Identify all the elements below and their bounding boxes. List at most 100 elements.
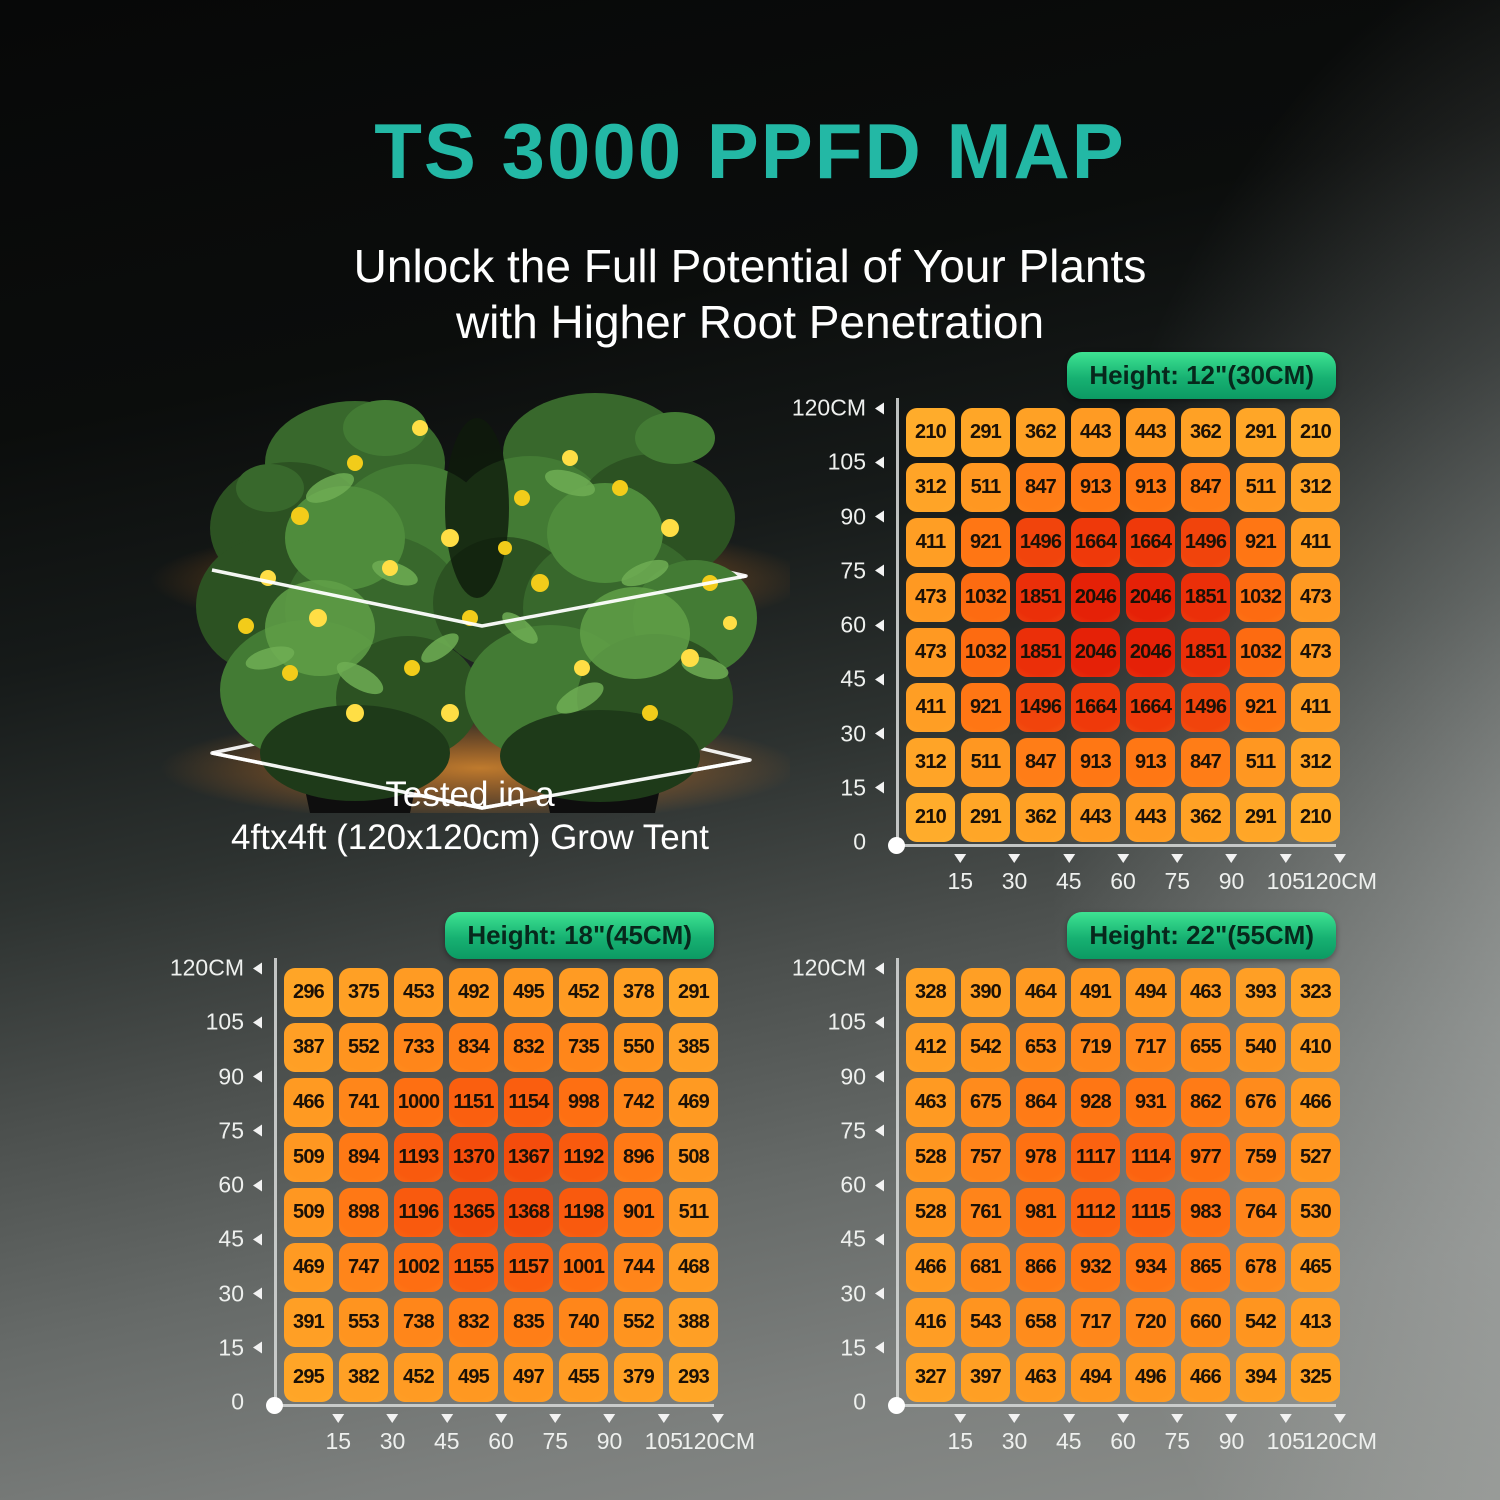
tick-down-icon bbox=[954, 854, 967, 863]
height-badge: Height: 22"(55CM) bbox=[1067, 912, 1336, 959]
ppfd-cell: 397 bbox=[961, 1353, 1010, 1402]
ppfd-cell: 509 bbox=[284, 1188, 333, 1237]
ppfd-cell: 894 bbox=[339, 1133, 388, 1182]
ppfd-cell: 931 bbox=[1126, 1078, 1175, 1127]
y-axis: 120CM 105 90 75 60 45 30 15 0 bbox=[170, 955, 262, 1415]
ppfd-cell: 655 bbox=[1181, 1023, 1230, 1072]
tick-down-icon bbox=[1334, 854, 1346, 863]
y-axis-label: 75 bbox=[840, 1117, 884, 1144]
y-axis-label: 90 bbox=[218, 1063, 262, 1090]
y-axis-label-text: 120CM bbox=[791, 394, 866, 421]
ppfd-cell: 847 bbox=[1181, 738, 1230, 787]
x-axis-label-text: 15 bbox=[947, 868, 974, 894]
ppfd-cell: 2046 bbox=[1071, 628, 1120, 677]
ppfd-cell: 466 bbox=[1291, 1078, 1340, 1127]
ppfd-grid: 328 390 464 491 494 463 393 323 412 542 653 719 717 6… bbox=[906, 968, 1340, 1402]
ppfd-cell: 452 bbox=[394, 1353, 443, 1402]
y-axis-label-text: 90 bbox=[218, 1063, 244, 1089]
x-axis-label: 120CM bbox=[1303, 854, 1377, 895]
y-axis: 120CM 105 90 75 60 45 30 15 0 bbox=[792, 395, 884, 855]
tick-down-icon bbox=[1279, 854, 1292, 863]
ppfd-cell: 921 bbox=[961, 518, 1010, 567]
ppfd-cell: 998 bbox=[559, 1078, 608, 1127]
ppfd-cell: 542 bbox=[961, 1023, 1010, 1072]
ppfd-cell: 508 bbox=[669, 1133, 718, 1182]
ppfd-cell: 864 bbox=[1016, 1078, 1065, 1127]
ppfd-cell: 328 bbox=[906, 968, 955, 1017]
ppfd-cell: 738 bbox=[394, 1298, 443, 1347]
ppfd-cell: 494 bbox=[1071, 1353, 1120, 1402]
ppfd-cell: 1196 bbox=[394, 1188, 443, 1237]
y-axis-label: 60 bbox=[218, 1172, 262, 1199]
ppfd-cell: 473 bbox=[1291, 573, 1340, 622]
tick-left-icon bbox=[875, 727, 884, 740]
ppfd-cell: 210 bbox=[906, 408, 955, 457]
x-axis-label-text: 30 bbox=[379, 1428, 406, 1454]
page-title: TS 3000 PPFD MAP bbox=[374, 107, 1126, 195]
ppfd-cell: 469 bbox=[284, 1243, 333, 1292]
x-axis-label: 15 bbox=[947, 1414, 973, 1455]
ppfd-cell: 747 bbox=[339, 1243, 388, 1292]
y-axis-label-text: 0 bbox=[231, 1388, 244, 1415]
ppfd-cell: 757 bbox=[961, 1133, 1010, 1182]
ppfd-cell: 653 bbox=[1016, 1023, 1065, 1072]
ppfd-cell: 362 bbox=[1016, 408, 1065, 457]
y-axis-label: 105 bbox=[828, 449, 884, 476]
ppfd-cell: 928 bbox=[1071, 1078, 1120, 1127]
ppfd-cell: 463 bbox=[1016, 1353, 1065, 1402]
y-axis-label-text: 15 bbox=[840, 1334, 866, 1361]
x-axis-label-text: 105 bbox=[1266, 1428, 1305, 1454]
ppfd-cell: 761 bbox=[961, 1188, 1010, 1237]
ppfd-cell: 2046 bbox=[1071, 573, 1120, 622]
ppfd-cell: 1115 bbox=[1126, 1188, 1175, 1237]
ppfd-cell: 394 bbox=[1236, 1353, 1285, 1402]
ppfd-cell: 675 bbox=[961, 1078, 1010, 1127]
ppfd-cell: 411 bbox=[1291, 683, 1340, 732]
ppfd-cell: 492 bbox=[449, 968, 498, 1017]
ppfd-cell: 913 bbox=[1071, 738, 1120, 787]
y-axis-label: 15 bbox=[840, 1334, 884, 1361]
ppfd-cell: 1192 bbox=[559, 1133, 608, 1182]
ppfd-cell: 443 bbox=[1126, 408, 1175, 457]
ppfd-cell: 866 bbox=[1016, 1243, 1065, 1292]
wireframe-plane-upper-front bbox=[211, 568, 747, 628]
y-axis-label-text: 0 bbox=[853, 1388, 866, 1415]
ppfd-cell: 720 bbox=[1126, 1298, 1175, 1347]
y-axis-label-text: 15 bbox=[218, 1334, 244, 1361]
y-axis-label-text: 60 bbox=[840, 1171, 866, 1198]
ppfd-grid: 210 291 362 443 443 362 291 210 312 511 847 913 913 8… bbox=[906, 408, 1340, 842]
ppfd-cell: 550 bbox=[614, 1023, 663, 1072]
ppfd-cell: 2046 bbox=[1126, 628, 1175, 677]
y-axis-label-text: 120CM bbox=[169, 954, 244, 981]
ppfd-cell: 921 bbox=[1236, 683, 1285, 732]
ppfd-cell: 511 bbox=[1236, 463, 1285, 512]
tick-down-icon bbox=[386, 1414, 399, 1423]
tick-left-icon bbox=[875, 673, 884, 686]
tick-down-icon bbox=[1334, 1414, 1346, 1423]
x-axis-label-text: 105 bbox=[644, 1428, 683, 1454]
ppfd-cell: 291 bbox=[1236, 793, 1285, 842]
ppfd-cell: 1851 bbox=[1181, 628, 1230, 677]
x-axis-line bbox=[896, 844, 1336, 847]
ppfd-cell: 296 bbox=[284, 968, 333, 1017]
ppfd-cell: 1157 bbox=[504, 1243, 553, 1292]
ppfd-cell: 375 bbox=[339, 968, 388, 1017]
tick-left-icon bbox=[253, 1233, 262, 1246]
x-axis-label: 60 bbox=[1110, 1414, 1136, 1455]
tick-down-icon bbox=[440, 1414, 453, 1423]
y-axis-label: 90 bbox=[840, 1063, 884, 1090]
tick-left-icon bbox=[875, 456, 884, 469]
y-axis-label: 45 bbox=[840, 1226, 884, 1253]
grid-area: 210 291 362 443 443 362 291 210 312 511 847 913 913 8… bbox=[888, 398, 1377, 894]
ppfd-cell: 528 bbox=[906, 1188, 955, 1237]
ppfd-cell: 2046 bbox=[1126, 573, 1175, 622]
ppfd-cell: 1664 bbox=[1126, 683, 1175, 732]
tick-down-icon bbox=[332, 1414, 345, 1423]
x-axis-label: 15 bbox=[325, 1414, 351, 1455]
x-axis-label-text: 90 bbox=[1218, 1428, 1245, 1454]
ppfd-cell: 1198 bbox=[559, 1188, 608, 1237]
ppfd-cell: 540 bbox=[1236, 1023, 1285, 1072]
ppfd-cell: 385 bbox=[669, 1023, 718, 1072]
tick-down-icon bbox=[1008, 1414, 1021, 1423]
x-axis-label-text: 60 bbox=[488, 1428, 514, 1454]
